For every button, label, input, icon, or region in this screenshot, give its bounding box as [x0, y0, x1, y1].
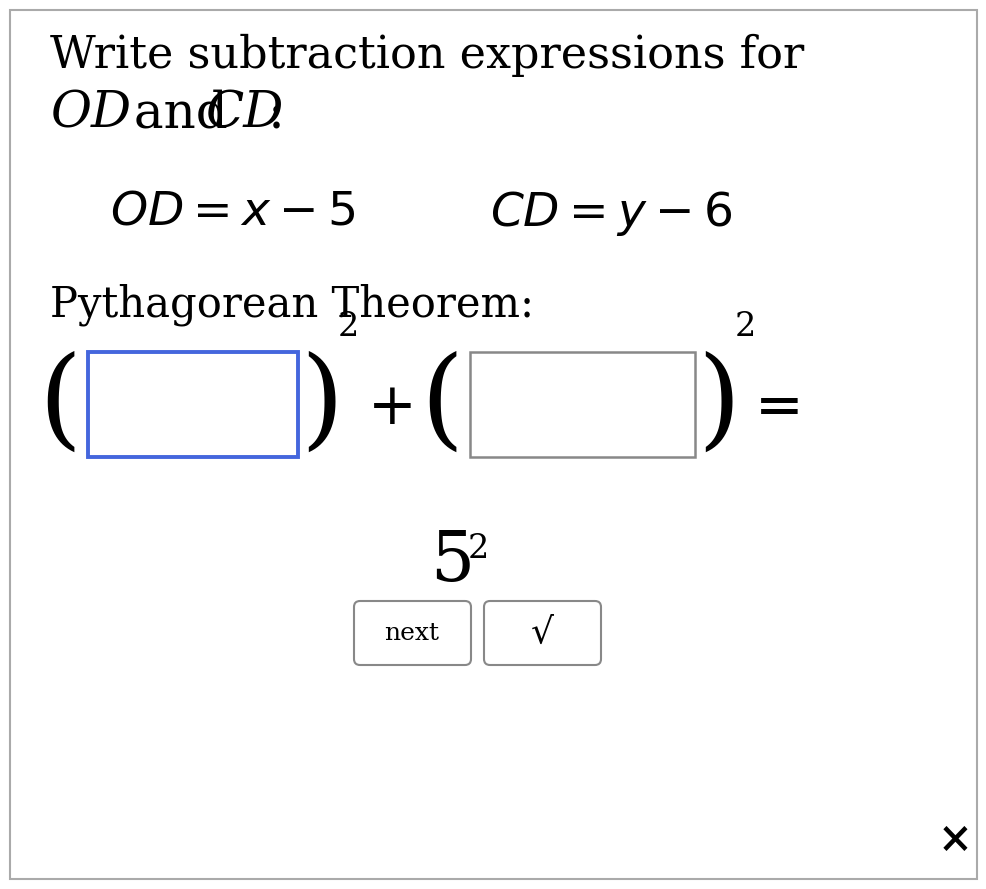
Bar: [88, 351, 298, 456]
Text: =: =: [754, 380, 803, 436]
FancyBboxPatch shape: [483, 601, 600, 665]
Text: and: and: [118, 89, 244, 139]
Text: 5: 5: [430, 529, 473, 596]
Text: Pythagorean Theorem:: Pythagorean Theorem:: [50, 284, 533, 326]
Text: (: (: [38, 350, 81, 458]
Text: ×: ×: [937, 819, 972, 861]
Text: +: +: [368, 380, 416, 436]
Text: (: (: [420, 350, 462, 458]
FancyBboxPatch shape: [354, 601, 470, 665]
Text: 2: 2: [735, 311, 755, 343]
Text: CD: CD: [205, 89, 283, 139]
Text: :: :: [268, 89, 285, 139]
Text: OD: OD: [50, 89, 131, 139]
Text: √: √: [529, 616, 553, 650]
Text: $\mathit{OD} = \mathit{x} - 5$: $\mathit{OD} = \mathit{x} - 5$: [109, 189, 355, 235]
Text: $\mathit{CD} = \mathit{y} - 6$: $\mathit{CD} = \mathit{y} - 6$: [489, 189, 732, 238]
Text: next: next: [385, 621, 439, 645]
Text: ): ): [696, 350, 740, 458]
Text: 2: 2: [467, 533, 489, 565]
Text: ): ): [300, 350, 343, 458]
Text: Write subtraction expressions for: Write subtraction expressions for: [50, 34, 804, 77]
Text: 2: 2: [337, 311, 359, 343]
Bar: [469, 351, 694, 456]
